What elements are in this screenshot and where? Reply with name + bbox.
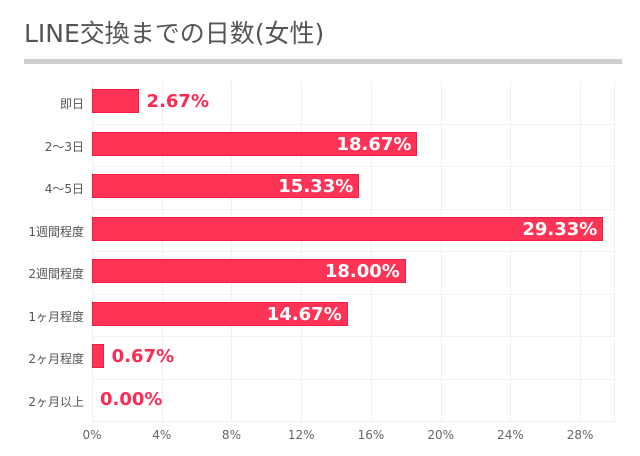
bar-row: 1週間程度 29.33%: [28, 209, 615, 252]
horizontal-gridline: [92, 166, 615, 167]
bar-row: 即日 2.67%: [60, 81, 615, 124]
plot-area: 即日 2.67% 2〜3日 18.67% 4〜5日 15.33% 1週間程度 29.33% 2週…: [28, 81, 615, 422]
value-label: 29.33%: [522, 218, 598, 240]
bar: [92, 344, 104, 368]
category-label: 4〜5日: [44, 182, 84, 196]
value-label: 14.67%: [266, 303, 342, 325]
value-label: 0.00%: [100, 388, 163, 410]
x-tick-label: 0%: [82, 428, 102, 442]
bar: [92, 216, 604, 241]
category-label: 2週間程度: [28, 267, 84, 281]
category-label: 2〜3日: [44, 139, 84, 154]
category-label: 2ヶ月以上: [28, 394, 84, 409]
value-label: 15.33%: [278, 176, 354, 197]
x-tick-label: 28%: [566, 428, 594, 442]
bar: [92, 259, 406, 283]
x-tick-label: 4%: [152, 428, 172, 442]
bar: [92, 301, 348, 326]
bar: [92, 131, 418, 156]
title-underline: [24, 59, 622, 64]
horizontal-gridline: [92, 378, 615, 380]
horizontal-gridline: [92, 208, 615, 210]
bar-row: 1ヶ月程度 14.67%: [28, 294, 615, 337]
x-tick-label: 16%: [357, 428, 385, 442]
bar-row: 2週間程度 18.00%: [28, 251, 615, 294]
horizontal-gridline: [92, 123, 615, 125]
category-label: 2ヶ月程度: [28, 352, 84, 366]
value-label: 2.67%: [146, 91, 209, 112]
horizontal-gridline: [92, 293, 615, 295]
bar-row: 2〜3日 18.67%: [45, 124, 615, 167]
category-label: 即日: [59, 97, 84, 111]
value-label: 0.67%: [111, 346, 175, 367]
bar-row: 4〜5日 15.33%: [45, 166, 615, 209]
x-tick-label: 24%: [497, 428, 524, 442]
horizontal-gridline: [92, 336, 615, 337]
bar-row: 2ヶ月以上 0.00%: [28, 379, 615, 422]
value-label: 18.00%: [324, 261, 400, 282]
bar: [92, 89, 139, 113]
x-tick-label: 8%: [221, 428, 241, 442]
value-label: 18.67%: [336, 133, 412, 155]
category-label: 1ヶ月程度: [28, 309, 84, 324]
bar-row: 2ヶ月程度 0.67%: [28, 336, 615, 379]
bar: [92, 174, 360, 198]
horizontal-gridline: [92, 251, 615, 252]
x-tick-label: 20%: [427, 428, 454, 442]
x-tick-label: 12%: [287, 428, 315, 442]
chart-title: LINE交換までの日数(女性): [24, 19, 325, 48]
category-label: 1週間程度: [28, 224, 84, 239]
